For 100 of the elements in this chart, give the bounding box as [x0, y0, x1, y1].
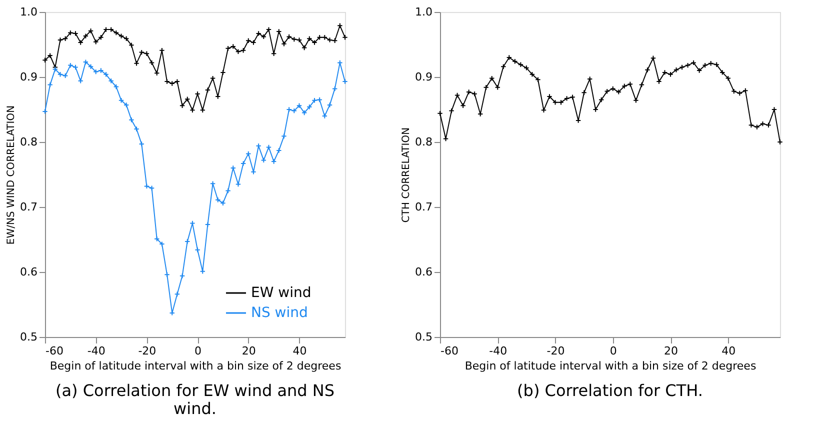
- point: [656, 78, 662, 84]
- point: [598, 96, 604, 103]
- x-axis-title: Begin of latitude interval with a bin size of 2 degrees: [50, 360, 342, 372]
- point: [113, 84, 120, 90]
- point: [215, 94, 221, 100]
- point: [301, 44, 308, 51]
- x-axis-title: Begin of latitude interval with a bin size of 2 degrees: [464, 360, 756, 372]
- point: [200, 107, 206, 113]
- point: [708, 60, 714, 66]
- y-tick-label: 0.7: [20, 200, 38, 214]
- x-tick-label: -40: [87, 344, 106, 358]
- point: [108, 78, 114, 84]
- point: [235, 48, 242, 54]
- point: [316, 96, 322, 103]
- point: [301, 110, 308, 116]
- point: [225, 188, 231, 194]
- point: [190, 220, 196, 226]
- point: [225, 46, 231, 52]
- x-tick-label: 40: [722, 344, 736, 358]
- point: [306, 104, 312, 110]
- point: [179, 102, 186, 108]
- point: [506, 54, 512, 60]
- point: [546, 94, 552, 100]
- legend-label: NS wind: [251, 305, 308, 321]
- point: [184, 238, 190, 244]
- point: [500, 64, 506, 70]
- point: [535, 76, 541, 82]
- y-tick-label: 1.0: [20, 6, 38, 18]
- point: [306, 36, 312, 42]
- point: [276, 148, 282, 154]
- point: [78, 40, 84, 46]
- point: [679, 64, 685, 70]
- point: [552, 100, 558, 106]
- y-tick-label: 0.9: [415, 70, 432, 84]
- point: [235, 181, 242, 188]
- point: [472, 91, 478, 97]
- point: [512, 58, 518, 64]
- point: [103, 72, 109, 78]
- point: [174, 291, 180, 297]
- y-axis-title: CTH CORRELATION: [401, 127, 412, 223]
- y-tick-label: 0.9: [20, 70, 38, 84]
- x-tick-label: 20: [664, 344, 678, 358]
- point: [204, 222, 211, 228]
- point: [47, 52, 53, 58]
- y-tick-label: 0.6: [415, 266, 432, 278]
- x-tick-label: 0: [194, 344, 202, 358]
- point: [766, 122, 772, 128]
- point: [518, 62, 524, 68]
- point: [266, 26, 272, 32]
- y-tick-label: 0.8: [415, 136, 432, 148]
- point: [82, 33, 89, 39]
- point: [88, 28, 94, 34]
- point: [190, 107, 196, 113]
- point: [558, 100, 564, 106]
- point: [771, 106, 778, 112]
- point: [633, 98, 639, 104]
- x-tick-label: 20: [242, 344, 256, 358]
- point: [586, 76, 593, 82]
- point: [673, 67, 680, 73]
- point: [524, 65, 530, 71]
- legend-label: EW wind: [251, 285, 312, 301]
- x-tick-label: 0: [610, 344, 617, 358]
- x-tick-label: -60: [46, 344, 64, 358]
- point: [128, 117, 134, 123]
- point: [748, 122, 754, 128]
- point: [154, 236, 160, 242]
- point: [250, 169, 256, 175]
- point: [154, 70, 160, 76]
- point: [540, 107, 547, 113]
- point: [529, 72, 536, 78]
- point: [494, 84, 500, 90]
- point: [184, 96, 190, 102]
- point: [720, 70, 726, 76]
- point: [82, 59, 89, 65]
- x-tick-label: -20: [546, 344, 565, 358]
- y-tick-label: 0.5: [415, 330, 432, 344]
- point: [442, 136, 449, 142]
- point: [754, 124, 760, 130]
- point: [326, 102, 333, 108]
- point: [93, 39, 99, 45]
- point: [460, 102, 466, 108]
- point: [296, 102, 302, 108]
- y-tick-label: 0.6: [20, 266, 38, 278]
- point: [592, 106, 598, 112]
- point: [466, 89, 472, 95]
- point: [220, 70, 226, 76]
- point: [98, 68, 104, 74]
- point: [179, 273, 186, 279]
- point: [134, 60, 140, 66]
- point: [281, 41, 287, 47]
- point: [240, 48, 246, 54]
- point: [194, 91, 200, 97]
- point: [98, 34, 104, 40]
- point: [276, 28, 282, 34]
- point: [134, 126, 140, 132]
- point: [124, 102, 130, 108]
- point: [483, 84, 489, 90]
- y-tick-label: 0.7: [415, 200, 432, 214]
- text: (a) Correlation for EW wind and NS wind.: [55, 381, 335, 418]
- point: [128, 42, 134, 48]
